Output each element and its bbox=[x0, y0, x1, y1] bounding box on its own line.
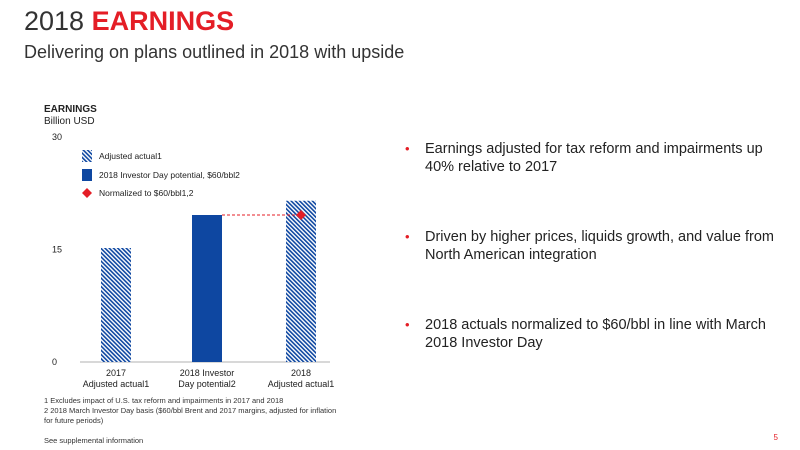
supplemental-info: See supplemental information bbox=[44, 436, 144, 445]
bar bbox=[192, 215, 222, 362]
legend-swatch-hatched bbox=[82, 150, 92, 162]
legend-swatch-solid bbox=[82, 169, 92, 181]
page-subtitle: Delivering on plans outlined in 2018 wit… bbox=[24, 42, 405, 62]
legend-label: Normalized to $60/bbl1,2 bbox=[99, 188, 194, 198]
x-tick-label: Adjusted actual1 bbox=[83, 379, 150, 389]
bullet-text: Driven by higher prices, liquids growth,… bbox=[425, 229, 774, 263]
x-tick-label: Adjusted actual1 bbox=[268, 379, 335, 389]
bar bbox=[101, 248, 131, 362]
x-tick-label: Day potential2 bbox=[178, 379, 236, 389]
footnote-2: 2 2018 March Investor Day basis ($60/bbl… bbox=[44, 406, 337, 425]
x-tick-label: 2017 bbox=[106, 368, 126, 378]
legend-swatch-diamond bbox=[82, 188, 92, 198]
chart-unit: Billion USD bbox=[44, 116, 95, 127]
bullet-item: • 2018 actuals normalized to $60/bbl in l… bbox=[405, 316, 775, 352]
page-number: 5 bbox=[773, 433, 778, 442]
y-tick-label: 15 bbox=[52, 245, 62, 255]
chart-title: EARNINGS bbox=[44, 104, 97, 115]
footnote-1: 1 Excludes impact of U.S. tax reform and… bbox=[44, 396, 284, 405]
page-title-highlight: EARNINGS bbox=[91, 6, 235, 36]
bullet-text: Earnings adjusted for tax reform and imp… bbox=[425, 141, 763, 175]
x-tick-label: 2018 Investor bbox=[180, 368, 235, 378]
bullet-dot-icon: • bbox=[405, 229, 410, 244]
y-tick-label: 30 bbox=[52, 132, 62, 142]
bullet-dot-icon: • bbox=[405, 317, 410, 332]
bullet-dot-icon: • bbox=[405, 141, 410, 156]
page-title: 2018 EARNINGS bbox=[24, 6, 234, 37]
page-title-year: 2018 bbox=[24, 6, 85, 36]
y-tick-label: 0 bbox=[52, 357, 57, 367]
bullet-item: • Earnings adjusted for tax reform and im… bbox=[405, 140, 775, 176]
bullet-item: • Driven by higher prices, liquids growth… bbox=[405, 228, 775, 264]
bar bbox=[286, 200, 316, 362]
legend-label: Adjusted actual1 bbox=[99, 151, 162, 161]
x-tick-label: 2018 bbox=[291, 368, 311, 378]
bullet-text: 2018 actuals normalized to $60/bbl in li… bbox=[425, 317, 766, 351]
normalized-marker bbox=[296, 210, 306, 220]
legend-label: 2018 Investor Day potential, $60/bbl2 bbox=[99, 170, 240, 180]
